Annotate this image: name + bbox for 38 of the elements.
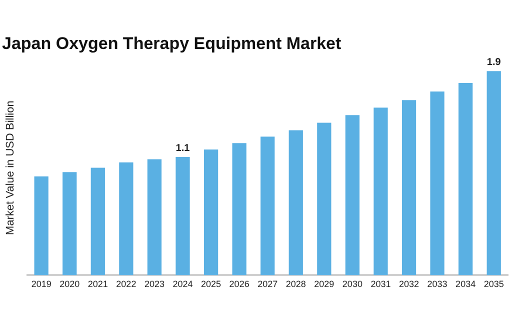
x-tick-label: 2028 — [286, 279, 306, 290]
data-label: 1.9 — [486, 56, 502, 68]
bar — [119, 162, 134, 276]
bar — [374, 108, 388, 276]
bar — [260, 136, 275, 276]
x-tick-label: 2025 — [201, 279, 222, 290]
bar — [430, 92, 444, 276]
x-tick-label: 2024 — [172, 279, 193, 290]
x-tick-label: 2027 — [258, 279, 278, 290]
bar — [486, 71, 501, 276]
x-tick-label: 2023 — [144, 279, 164, 290]
bar — [317, 122, 332, 276]
bar — [62, 172, 77, 276]
x-tick-label: 2032 — [398, 279, 420, 290]
x-tick-label: 2026 — [229, 279, 250, 290]
bar — [34, 176, 48, 276]
bar — [90, 168, 105, 276]
y-axis-title: Market Value in USD Billion — [4, 100, 17, 235]
x-tick-label: 2034 — [456, 279, 476, 290]
x-tick-label: 2029 — [314, 279, 334, 290]
bar — [402, 100, 416, 276]
x-tick-label: 2033 — [427, 279, 448, 290]
x-tick-label: 2019 — [31, 279, 52, 290]
bar — [288, 130, 303, 276]
bar — [147, 159, 162, 276]
x-tick-label: 2035 — [484, 279, 504, 290]
bar — [232, 143, 246, 276]
bar — [204, 150, 218, 276]
data-label: 1.1 — [176, 142, 190, 154]
x-tick-label: 2031 — [370, 279, 391, 290]
bar — [345, 115, 360, 276]
x-tick-label: 2020 — [60, 279, 80, 290]
chart-title: Japan Oxygen Therapy Equipment Market — [2, 34, 342, 53]
bar — [458, 82, 473, 276]
x-tick-label: 2021 — [88, 279, 108, 290]
x-tick-label: 2030 — [342, 279, 362, 290]
x-tick-label: 2022 — [116, 279, 136, 290]
bar — [176, 157, 190, 276]
